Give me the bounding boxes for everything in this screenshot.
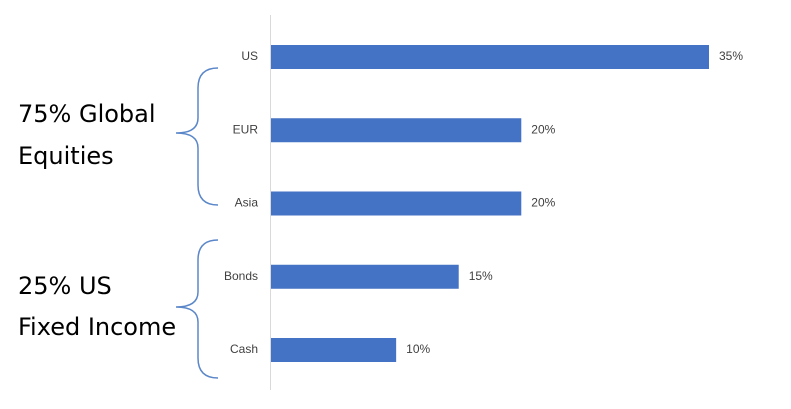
y-tick-label: Cash bbox=[230, 342, 258, 356]
bar bbox=[271, 191, 522, 216]
annotation: Equities bbox=[18, 142, 114, 170]
brace bbox=[175, 239, 219, 379]
data-label: 15% bbox=[469, 269, 493, 283]
bar bbox=[271, 118, 522, 143]
brace bbox=[175, 67, 219, 206]
bar bbox=[271, 338, 397, 362]
data-label: 35% bbox=[719, 49, 743, 63]
annotation: 25% US bbox=[18, 272, 112, 300]
y-tick-label: Asia bbox=[235, 196, 259, 210]
data-label: 20% bbox=[531, 122, 555, 136]
annotation: Fixed Income bbox=[18, 313, 176, 341]
data-label: 10% bbox=[406, 342, 430, 356]
bar bbox=[271, 45, 709, 69]
y-tick-label: EUR bbox=[233, 122, 259, 136]
bar bbox=[271, 264, 459, 289]
y-tick-label: US bbox=[241, 49, 258, 63]
y-tick-label: Bonds bbox=[224, 269, 258, 283]
annotation: 75% Global bbox=[18, 100, 156, 128]
data-label: 20% bbox=[531, 196, 555, 210]
